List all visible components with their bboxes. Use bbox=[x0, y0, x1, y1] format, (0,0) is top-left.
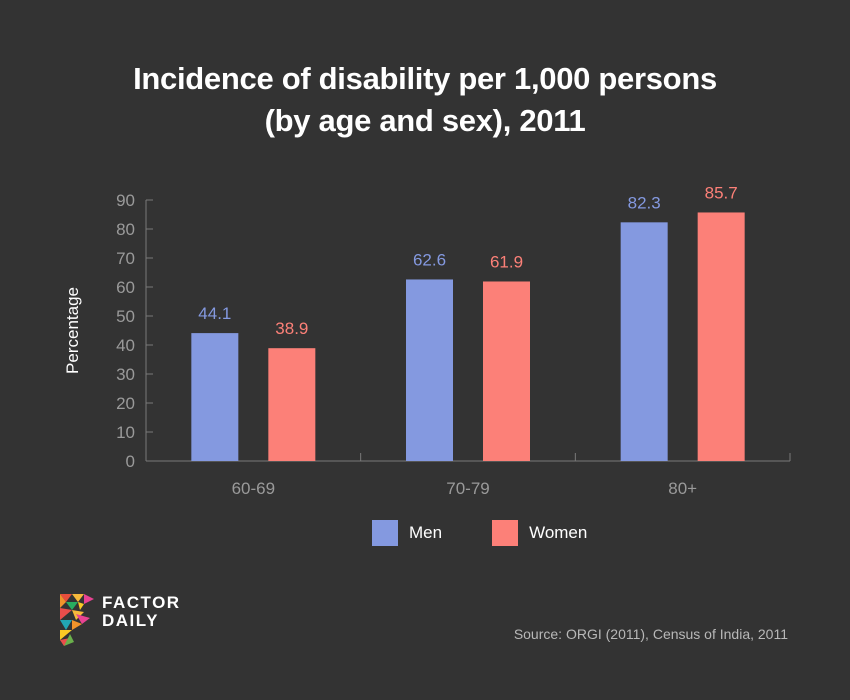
x-tick-label: 70-79 bbox=[446, 479, 489, 498]
factor-daily-logo-icon bbox=[60, 594, 94, 646]
y-tick-label: 40 bbox=[116, 336, 135, 355]
legend-swatch-women bbox=[492, 520, 519, 546]
chart-title-line-1: Incidence of disability per 1,000 person… bbox=[133, 61, 717, 96]
logo-wordmark: FACTOR DAILY bbox=[102, 594, 181, 630]
legend-label-men: Men bbox=[409, 523, 443, 542]
y-tick-label: 20 bbox=[116, 394, 135, 413]
data-label-women-60-69: 38.9 bbox=[275, 319, 308, 338]
data-label-men-70-79: 62.6 bbox=[413, 250, 446, 269]
bar-women-60-69 bbox=[268, 348, 316, 461]
y-tick-label: 10 bbox=[116, 423, 135, 442]
y-tick-label: 80 bbox=[116, 220, 135, 239]
y-tick-label: 0 bbox=[126, 452, 135, 471]
source-note: Source: ORGI (2011), Census of India, 20… bbox=[513, 626, 788, 642]
legend-item-men: Men bbox=[372, 520, 442, 546]
legend-item-women: Women bbox=[492, 520, 587, 546]
bar-women-80+ bbox=[697, 212, 745, 461]
bar-men-60-69 bbox=[191, 333, 239, 461]
data-label-men-80+: 82.3 bbox=[628, 193, 661, 212]
data-label-women-80+: 85.7 bbox=[705, 183, 738, 202]
y-tick-label: 30 bbox=[116, 365, 135, 384]
chart-title: Incidence of disability per 1,000 person… bbox=[0, 58, 850, 142]
bar-men-70-79 bbox=[406, 279, 453, 461]
factor-daily-logo: FACTOR DAILY bbox=[60, 594, 181, 646]
legend: Men Women bbox=[372, 520, 637, 546]
x-tick-label: 60-69 bbox=[232, 479, 275, 498]
y-tick-label: 60 bbox=[116, 278, 135, 297]
logo-text-factor: FACTOR bbox=[102, 593, 181, 612]
y-tick-label: 90 bbox=[116, 191, 135, 210]
logo-text-daily: DAILY bbox=[102, 611, 159, 630]
chart-title-line-2: (by age and sex), 2011 bbox=[264, 103, 586, 138]
data-label-men-60-69: 44.1 bbox=[198, 304, 231, 323]
y-tick-label: 50 bbox=[116, 307, 135, 326]
y-tick-label: 70 bbox=[116, 249, 135, 268]
bar-men-80+ bbox=[620, 222, 668, 461]
legend-label-women: Women bbox=[529, 523, 588, 542]
legend-swatch-men bbox=[372, 520, 398, 546]
y-axis-label: Percentage bbox=[63, 287, 82, 374]
x-tick-label: 80+ bbox=[668, 479, 697, 498]
data-label-women-70-79: 61.9 bbox=[490, 252, 523, 271]
bar-women-70-79 bbox=[483, 281, 530, 461]
